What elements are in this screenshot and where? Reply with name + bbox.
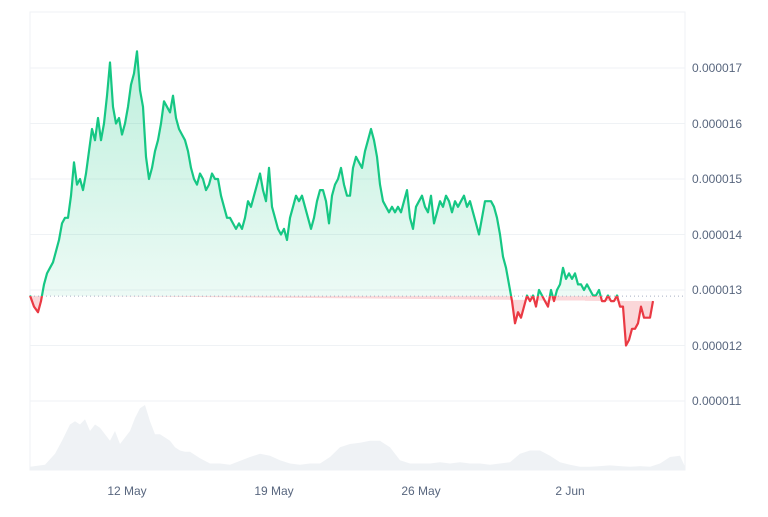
y-tick-label: 0.000016 (692, 117, 743, 131)
x-tick-label: 26 May (401, 484, 441, 498)
y-tick-label: 0.000011 (692, 394, 742, 408)
y-tick-label: 0.000012 (692, 339, 743, 353)
y-tick-label: 0.000014 (692, 228, 743, 242)
price-area-above-baseline (30, 51, 618, 297)
x-tick-label: 19 May (254, 484, 294, 498)
y-tick-label: 0.000013 (692, 283, 743, 297)
y-tick-label: 0.000015 (692, 172, 743, 186)
x-tick-label: 2 Jun (555, 484, 585, 498)
volume-area (30, 405, 685, 470)
price-line-up (28, 50, 619, 297)
y-tick-label: 0.000017 (692, 61, 743, 75)
x-tick-label: 12 May (107, 484, 147, 498)
price-line-down (29, 296, 655, 347)
